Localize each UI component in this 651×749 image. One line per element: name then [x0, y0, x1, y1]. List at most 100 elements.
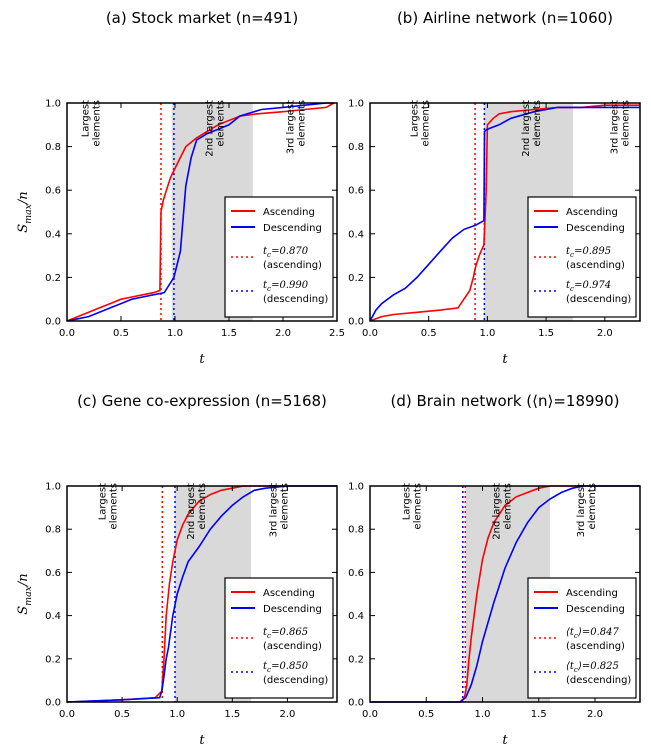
legend-threshold-label: ⟨tc⟩=0.825	[566, 661, 619, 674]
series-line-descending	[369, 106, 640, 322]
y-tick-label: 1.0	[45, 99, 61, 110]
x-tick-label: 1.5	[221, 328, 237, 339]
y-tick-label: 0.6	[348, 186, 364, 197]
y-tick-label: 1.0	[348, 99, 364, 110]
series-line-descending	[66, 485, 337, 703]
x-tick-label: 1.0	[479, 328, 495, 339]
x-tick-label: 1.5	[224, 709, 240, 720]
chart-panel-2: 0.0 0.5 1.0 1.5 2.0 0.0 0.2 0.4 0.6 0.8 1.0 (b) Air…	[348, 9, 641, 367]
x-tick-label: 0.5	[114, 709, 130, 720]
x-tick-label: 1.0	[475, 709, 491, 720]
legend-threshold-sub: (descending)	[566, 675, 631, 686]
region-label: 3rd largestelements	[268, 483, 290, 537]
chart-panel-1: 0.0 0.5 1.0 1.5 2.0 2.5 0.0 0.2 0.4 0.6 0.8 1.0 (a) …	[16, 9, 345, 367]
region-label: Largestelements	[80, 100, 102, 147]
x-tick-label: 1.5	[538, 328, 554, 339]
legend-threshold-sub: (ascending)	[263, 641, 322, 652]
x-tick-label: 0.0	[59, 328, 75, 339]
plot-frame	[66, 102, 338, 322]
plot-frame	[66, 485, 338, 703]
y-tick-label: 0.2	[348, 654, 364, 665]
legend-threshold-label: tc=0.990	[263, 280, 309, 293]
y-tick-label: 0.8	[348, 142, 364, 153]
series-line-ascending	[66, 102, 335, 322]
y-axis-label: Smax/n	[16, 573, 34, 614]
series-line-descending	[66, 102, 334, 322]
region-label: Largestelements	[402, 483, 424, 530]
region-label: 2nd largestelements	[492, 483, 514, 540]
y-tick-label: 0.6	[348, 568, 364, 579]
x-tick-label: 2.0	[587, 709, 603, 720]
legend: Ascending Descending tc=0.895(ascending) tc…	[527, 196, 637, 318]
x-tick-label: 0.5	[421, 328, 437, 339]
region-label: 3rd largestelements	[286, 100, 308, 154]
x-tick-label: 2.0	[597, 328, 613, 339]
y-tick-label: 1.0	[348, 482, 364, 493]
legend-label: Descending	[566, 223, 625, 234]
legend-label: Descending	[263, 604, 322, 615]
legend-threshold-label: tc=0.865	[263, 627, 308, 640]
legend-threshold-label: tc=0.850	[263, 661, 309, 674]
y-tick-label: 0.8	[45, 525, 61, 536]
x-tick-label: 0.5	[418, 709, 434, 720]
region-label: Largestelements	[410, 100, 432, 147]
legend-threshold-sub: (descending)	[263, 294, 328, 305]
x-tick-label: 2.5	[329, 328, 345, 339]
legend-threshold-sub: (ascending)	[566, 641, 625, 652]
x-axis-label: t	[502, 352, 508, 367]
y-tick-label: 0.0	[348, 698, 364, 709]
x-tick-label: 1.5	[531, 709, 547, 720]
x-tick-label: 0.5	[113, 328, 129, 339]
chart-title: (a) Stock market (n=491)	[106, 9, 298, 27]
region-label: 3rd largestelements	[609, 100, 631, 154]
y-tick-label: 1.0	[45, 482, 61, 493]
y-tick-label: 0.6	[45, 186, 61, 197]
y-tick-label: 0.6	[45, 568, 61, 579]
legend-threshold-label: ⟨tc⟩=0.847	[566, 627, 619, 640]
y-axis-label: Smax/n	[16, 191, 34, 232]
legend-threshold-sub: (ascending)	[263, 260, 322, 271]
y-tick-label: 0.4	[45, 611, 61, 622]
x-axis-label: t	[502, 733, 508, 745]
x-tick-label: 1.0	[167, 328, 183, 339]
legend-threshold-label: tc=0.870	[263, 246, 309, 259]
x-tick-label: 0.0	[362, 328, 378, 339]
x-tick-label: 0.0	[362, 709, 378, 720]
legend-threshold-sub: (ascending)	[566, 260, 625, 271]
legend-label: Descending	[263, 223, 322, 234]
x-tick-label: 2.0	[279, 709, 295, 720]
x-axis-label: t	[199, 733, 205, 745]
region-label: 2nd largestelements	[205, 100, 227, 157]
y-tick-label: 0.4	[45, 229, 61, 240]
y-tick-label: 0.8	[348, 525, 364, 536]
y-tick-label: 0.2	[45, 654, 61, 665]
x-axis-label: t	[199, 352, 205, 367]
plot-frame	[369, 102, 641, 322]
chart-panel-4: 0.0 0.5 1.0 1.5 2.0 0.0 0.2 0.4 0.6 0.8 1.0 (d) Bra…	[348, 392, 641, 748]
x-tick-label: 1.0	[169, 709, 185, 720]
x-tick-label: 2.0	[275, 328, 291, 339]
y-tick-label: 0.2	[45, 273, 61, 284]
x-tick-label: 0.0	[59, 709, 75, 720]
legend: Ascending Descending tc=0.870(ascending) tc…	[224, 196, 334, 318]
chart-title: (b) Airline network (n=1060)	[397, 9, 613, 27]
chart-title: (c) Gene co-expression (n=5168)	[77, 392, 327, 410]
y-tick-label: 0.2	[348, 273, 364, 284]
y-axis-label-group: Smax/n	[16, 191, 34, 232]
legend-threshold-sub: (descending)	[263, 675, 328, 686]
y-tick-label: 0.0	[45, 698, 61, 709]
y-tick-label: 0.4	[348, 229, 364, 240]
region-label: Largestelements	[98, 483, 120, 530]
legend-threshold-label: tc=0.974	[566, 280, 611, 293]
legend-threshold-label: tc=0.895	[566, 246, 611, 259]
legend-threshold-sub: (descending)	[566, 294, 631, 305]
legend-label: Ascending	[566, 588, 618, 599]
legend-label: Descending	[566, 604, 625, 615]
legend-label: Ascending	[263, 588, 315, 599]
series-line-ascending	[369, 104, 640, 322]
y-tick-label: 0.4	[348, 611, 364, 622]
y-tick-label: 0.0	[348, 317, 364, 328]
legend-label: Ascending	[263, 207, 315, 218]
